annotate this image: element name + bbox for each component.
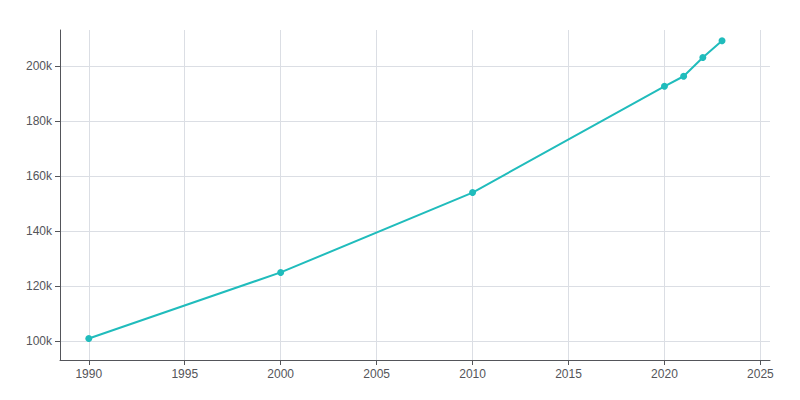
svg-text:2025: 2025	[747, 367, 774, 381]
svg-text:180k: 180k	[26, 114, 53, 128]
svg-text:2015: 2015	[555, 367, 582, 381]
svg-text:160k: 160k	[26, 169, 53, 183]
svg-text:100k: 100k	[26, 334, 53, 348]
svg-text:120k: 120k	[26, 279, 53, 293]
svg-text:200k: 200k	[26, 59, 53, 73]
svg-text:2005: 2005	[363, 367, 390, 381]
svg-text:2010: 2010	[459, 367, 486, 381]
svg-text:1995: 1995	[171, 367, 198, 381]
svg-text:1990: 1990	[75, 367, 102, 381]
svg-text:140k: 140k	[26, 224, 53, 238]
svg-text:2020: 2020	[651, 367, 678, 381]
svg-text:2000: 2000	[267, 367, 294, 381]
